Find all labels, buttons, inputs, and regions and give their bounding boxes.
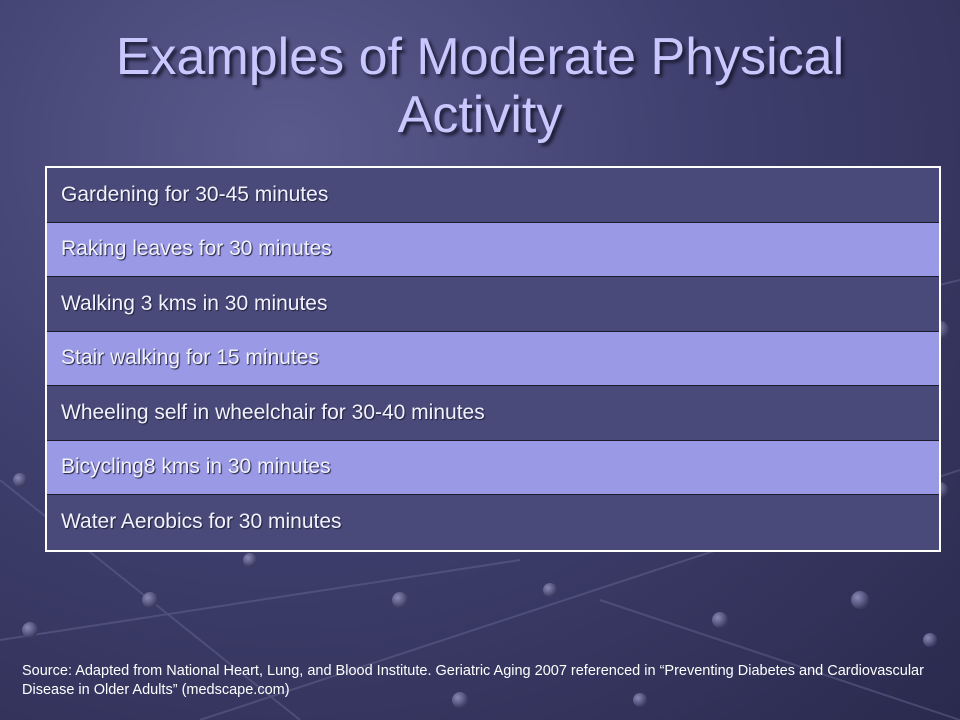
- table-row: Bicycling8 kms in 30 minutes: [47, 440, 939, 495]
- table-row: Walking 3 kms in 30 minutes: [47, 277, 939, 332]
- activity-table: Gardening for 30-45 minutes Raking leave…: [45, 166, 941, 552]
- table-row: Stair walking for 15 minutes: [47, 331, 939, 386]
- table-row: Wheeling self in wheelchair for 30-40 mi…: [47, 386, 939, 441]
- table-row: Gardening for 30-45 minutes: [47, 168, 939, 223]
- table-row: Water Aerobics for 30 minutes: [47, 495, 939, 550]
- slide-title: Examples of Moderate Physical Activity: [115, 28, 845, 144]
- table-row: Raking leaves for 30 minutes: [47, 222, 939, 277]
- source-citation: Source: Adapted from National Heart, Lun…: [22, 663, 924, 698]
